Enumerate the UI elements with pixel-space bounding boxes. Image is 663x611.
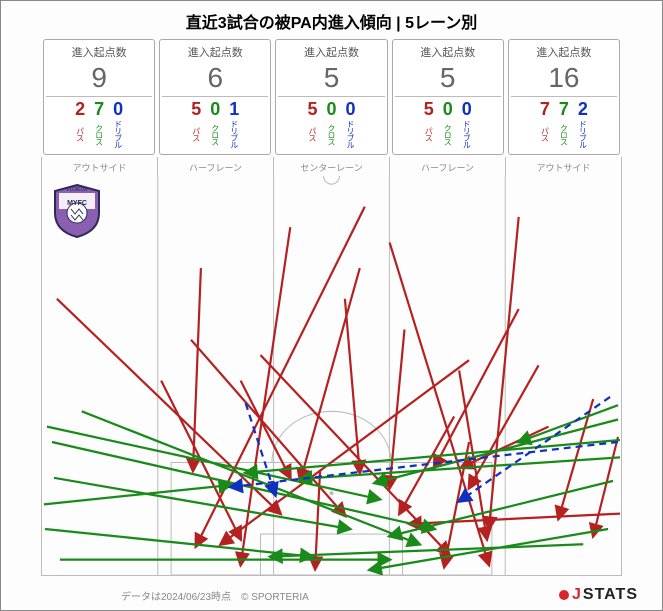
lane-stat-label: 進入起点数 [278,44,384,60]
bd-dribble: 0 [462,100,472,118]
bd-dribble: 2 [578,100,588,118]
bd-cross: 7 [94,100,104,118]
lane-stat-box: 進入起点数 6 5 パス 0 クロス 1 ドリブル [159,39,271,155]
lane-name: センターレーン [273,157,389,176]
bd-cross-label: クロス [558,120,569,148]
bd-dribble-label: ドリブル [229,120,240,148]
lane-breakdown: 7 パス 7 クロス 2 ドリブル [511,100,617,148]
arrow-pass [593,437,618,536]
bd-dribble-label: ドリブル [345,120,356,148]
brand-rest: STATS [583,586,638,604]
lane-total: 6 [162,62,268,97]
brand-logo: J STATS [559,586,638,604]
bd-cross: 0 [210,100,220,118]
arrow-pass [260,355,449,555]
bd-pass-label: パス [75,120,86,148]
arrow-pass [193,268,201,471]
bd-pass: 5 [424,100,434,118]
arrow-cross [54,478,350,529]
lane-name: アウトサイド [505,157,622,176]
arrow-cross [52,442,434,529]
lane-breakdown: 5 パス 0 クロス 0 ドリブル [278,100,384,148]
pitch-svg [42,176,621,575]
team-badge-icon: FUJIEDA MYFC [49,183,105,239]
lane-stat-box: 進入起点数 5 5 パス 0 クロス 0 ドリブル [275,39,387,155]
bd-pass: 7 [540,100,550,118]
lane-stat-label: 進入起点数 [395,44,501,60]
arrow-cross [82,411,420,544]
lane-name: ハーフレーン [157,157,273,176]
bd-dribble-label: ドリブル [461,120,472,148]
arrow-cross [45,529,312,557]
lane-stat-box: 進入起点数 16 7 パス 7 クロス 2 ドリブル [508,39,620,155]
bd-dribble: 1 [229,100,239,118]
lane-stat-label: 進入起点数 [46,44,152,60]
arrow-pass [390,243,489,565]
arrow-pass [434,309,518,468]
arrow-pass [191,340,345,516]
arrow-cross [390,481,613,536]
lane-breakdown: 5 パス 0 クロス 0 ドリブル [395,100,501,148]
lane-breakdown: 5 パス 0 クロス 1 ドリブル [162,100,268,148]
bd-cross-label: クロス [94,120,105,148]
lane-stat-label: 進入起点数 [162,44,268,60]
bd-pass-label: パス [307,120,318,148]
lane-total: 5 [278,62,384,97]
bd-pass-label: パス [191,120,202,148]
bd-cross-label: クロス [442,120,453,148]
lane-total: 9 [46,62,152,97]
bd-pass-label: パス [539,120,550,148]
brand-j: J [572,586,582,604]
brand-dot-icon [559,590,569,600]
bd-cross-label: クロス [326,120,337,148]
svg-text:FUJIEDA: FUJIEDA [67,187,89,193]
footer: データは2024/06/23時点 © SPORTERIA J STATS [1,584,662,610]
arrow-pass [489,217,519,529]
lane-total: 5 [395,62,501,97]
footer-credit: データは2024/06/23時点 © SPORTERIA [121,588,309,603]
lane-stats-row: 進入起点数92パス7クロス0ドリブル進入起点数65パス0クロス1ドリブル進入起点… [1,39,662,155]
bd-pass: 2 [75,100,85,118]
svg-text:MYFC: MYFC [67,200,87,207]
arrow-dribble [459,397,610,501]
lane-name: アウトサイド [41,157,157,176]
bd-dribble: 0 [113,100,123,118]
lane-total: 16 [511,62,617,97]
lane-stat-label: 進入起点数 [511,44,617,60]
pitch-area [41,176,622,576]
bd-pass-label: パス [423,120,434,148]
arrow-cross [44,485,231,504]
bd-dribble-label: ドリブル [113,120,124,148]
chart-title: 直近3試合の被PA内進入傾向 | 5レーン別 [1,1,662,39]
lane-names-row: アウトサイドハーフレーンセンターレーンハーフレーンアウトサイド [1,157,662,176]
lane-name: ハーフレーン [389,157,505,176]
bd-cross: 7 [559,100,569,118]
bd-pass: 5 [307,100,317,118]
lane-breakdown: 2 パス 7 クロス 0 ドリブル [46,100,152,148]
bd-cross-label: クロス [210,120,221,148]
chart-container: 直近3試合の被PA内進入傾向 | 5レーン別 進入起点数 9 2 パス 7 クロス 0 ドリブ… [0,0,663,611]
bd-pass: 5 [191,100,201,118]
bd-dribble-label: ドリブル [577,120,588,148]
lane-stat-box: 進入起点数 9 2 パス 7 クロス 0 ドリブル [43,39,155,155]
lane-stat-box: 進入起点数 5 5 パス 0 クロス 0 ドリブル [392,39,504,155]
bd-cross: 0 [326,100,336,118]
arrow-cross [375,419,618,482]
bd-dribble: 0 [345,100,355,118]
bd-cross: 0 [443,100,453,118]
